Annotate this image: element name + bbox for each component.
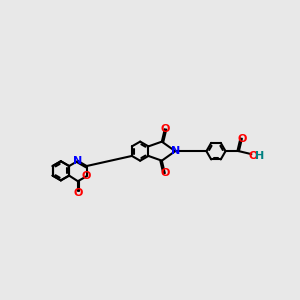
Text: O: O: [160, 168, 170, 178]
Text: O: O: [82, 171, 92, 181]
Text: O: O: [160, 124, 170, 134]
Text: N: N: [171, 146, 180, 156]
Text: O: O: [73, 188, 83, 198]
Text: H: H: [255, 151, 264, 160]
Text: N: N: [73, 156, 83, 166]
Text: O: O: [237, 134, 247, 144]
Text: O: O: [248, 151, 258, 160]
